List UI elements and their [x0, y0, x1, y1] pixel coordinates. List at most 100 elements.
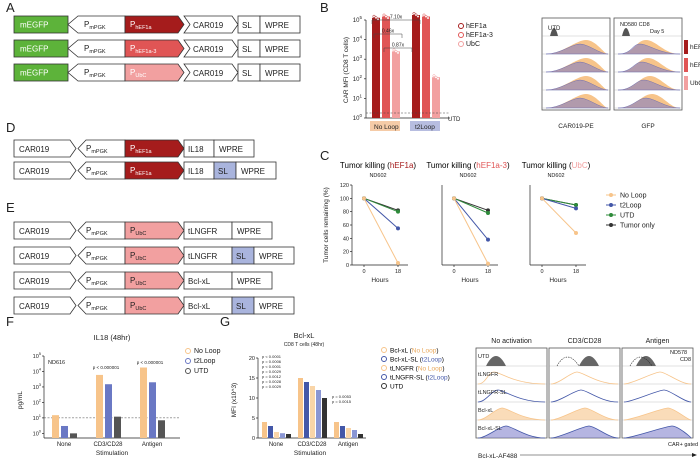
- data-point: [396, 209, 400, 214]
- histogram-utd: [486, 356, 506, 366]
- row-label: hEF1a-3: [690, 62, 700, 69]
- flow-column-title: CD3/CD28: [568, 338, 602, 345]
- car-label: CAR019: [193, 69, 224, 78]
- legend-label: UTD: [620, 213, 634, 220]
- row-color-bar: [684, 76, 688, 90]
- data-point: [436, 77, 440, 81]
- car-box: [13, 246, 77, 265]
- p-value: p = 0.0053: [332, 394, 352, 399]
- donor-label: ND616: [48, 360, 65, 366]
- data-point: [396, 51, 400, 55]
- row-label: UTD: [478, 354, 489, 360]
- pmpgk-arrow: [77, 271, 126, 290]
- series-line: [363, 197, 399, 229]
- car-box: [13, 271, 77, 290]
- sl-label: SL: [242, 45, 252, 54]
- panel-label-B: B: [320, 0, 329, 15]
- car-label: CAR019: [19, 252, 50, 261]
- bar: [382, 16, 390, 118]
- promoter-arrow: [124, 63, 185, 82]
- pmpgk-arrow: [67, 39, 126, 58]
- histogram-utd: [550, 28, 558, 36]
- histogram-utd: [622, 28, 630, 36]
- y-tick-label: 102: [353, 74, 363, 83]
- y-tick-label: 20: [249, 356, 255, 362]
- y-tick-label: 120: [340, 183, 349, 189]
- flow-title: Day 5: [650, 29, 664, 35]
- p-value: p = 0.0015: [332, 399, 352, 404]
- wpre-box: [259, 39, 301, 58]
- y-axis-label: pg/mL: [17, 391, 24, 409]
- histogram-utd: [579, 356, 599, 366]
- bar: [61, 425, 68, 438]
- bar: [412, 14, 420, 118]
- data-point: [452, 196, 456, 201]
- wpre-label: WPRE: [237, 227, 261, 236]
- bar: [262, 422, 267, 438]
- sl-label: SL: [242, 21, 252, 30]
- chart-title: IL18 (48hr): [94, 333, 131, 342]
- histogram-t2loop: [617, 43, 681, 55]
- data-point: [382, 13, 386, 17]
- wpre-box: [253, 296, 295, 315]
- wpre-box: [231, 271, 273, 290]
- row-label: tLNGFR-SL: [478, 390, 507, 396]
- row-label: tLNGFR: [478, 372, 498, 378]
- donor-label: CD8: [680, 357, 691, 363]
- legend-marker: [185, 358, 191, 364]
- bar: [310, 386, 315, 438]
- y-tick-label: 103: [33, 382, 42, 391]
- wpre-label: WPRE: [259, 302, 283, 311]
- car-box: [13, 221, 77, 240]
- promoter-label: PhEF1a: [130, 20, 152, 31]
- legend-marker: [381, 356, 387, 362]
- histogram-sample: [550, 407, 619, 421]
- histogram-t2loop: [545, 79, 609, 91]
- promoter-arrow: [124, 139, 185, 158]
- utd-label: UTD: [548, 26, 561, 32]
- histogram-sample: [477, 389, 546, 403]
- legend-label: tLNGFR (No Loop): [390, 366, 445, 373]
- wpre-label: WPRE: [241, 167, 265, 176]
- bar: [158, 420, 165, 438]
- data-point: [412, 12, 416, 15]
- row-label: hEF1a: [690, 44, 700, 51]
- bar: [280, 433, 285, 438]
- chart-title: Tumor killing (UbC): [522, 161, 591, 170]
- bar: [298, 378, 303, 438]
- pmpgk-label: PmPGK: [86, 166, 108, 177]
- data-point: [424, 15, 428, 18]
- reporter-label: mEGFP: [20, 21, 48, 30]
- y-tick-label: 15: [249, 376, 255, 382]
- data-point: [574, 206, 578, 211]
- histogram-t2loop: [545, 61, 609, 73]
- histogram-sample: [623, 389, 692, 403]
- donor-label: ND602: [459, 173, 476, 179]
- bar: [52, 415, 59, 438]
- pmpgk-label: PmPGK: [86, 144, 108, 155]
- pmpgk-arrow: [67, 63, 126, 82]
- histogram-t2loop: [617, 97, 681, 109]
- promoter-arrow: [124, 39, 185, 58]
- data-point: [386, 16, 390, 20]
- x-axis-label: Hours: [371, 277, 389, 284]
- fold-change-label: 7.10x: [390, 15, 403, 21]
- data-point: [574, 231, 578, 235]
- car-label: CAR019: [193, 21, 224, 30]
- legend-marker: [609, 193, 613, 197]
- data-point: [486, 211, 490, 215]
- promoter-arrow: [124, 271, 185, 290]
- legend-label: No Loop: [194, 348, 221, 355]
- y-tick-label: 105: [33, 351, 42, 360]
- data-point: [384, 15, 388, 18]
- x-tick-label: 18: [573, 269, 579, 275]
- bar: [422, 16, 430, 118]
- series-line: [541, 197, 577, 234]
- histogram-sample: [477, 407, 546, 421]
- bar: [149, 382, 156, 438]
- x-tick-label: 18: [395, 269, 401, 275]
- legend-marker: [381, 383, 387, 389]
- legend-label: hEF1a-3: [466, 32, 493, 39]
- histogram-utd: [636, 356, 656, 366]
- promoter-label: PhEF1a: [130, 166, 152, 177]
